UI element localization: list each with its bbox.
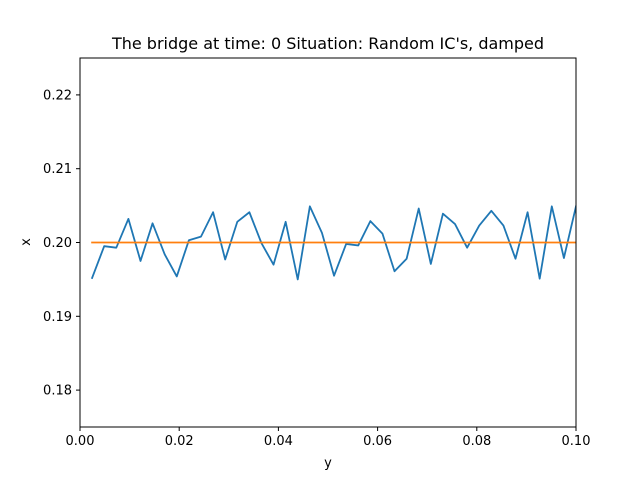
x-tick-label: 0.04 xyxy=(264,434,293,449)
chart-title: The bridge at time: 0 Situation: Random … xyxy=(111,34,544,53)
plot-area: 0.00 0.02 0.04 0.06 0.08 0.10 0.18 0.19 0.20 0.21… xyxy=(43,57,591,449)
x-tick-label: 0.10 xyxy=(562,434,591,449)
y-axis-label: x xyxy=(19,238,34,246)
y-tick-label: 0.20 xyxy=(43,236,72,251)
series-line-1 xyxy=(90,205,576,281)
y-tick-label: 0.22 xyxy=(43,88,72,103)
x-axis-label: y xyxy=(324,456,332,471)
x-tick-label: 0.08 xyxy=(462,434,491,449)
y-tick-label: 0.19 xyxy=(43,310,72,325)
x-tick-label: 0.00 xyxy=(66,434,95,449)
y-tick-label: 0.18 xyxy=(43,384,72,399)
x-tick-label: 0.02 xyxy=(165,434,194,449)
y-tick-label: 0.21 xyxy=(43,162,72,177)
x-tick-label: 0.06 xyxy=(363,434,392,449)
